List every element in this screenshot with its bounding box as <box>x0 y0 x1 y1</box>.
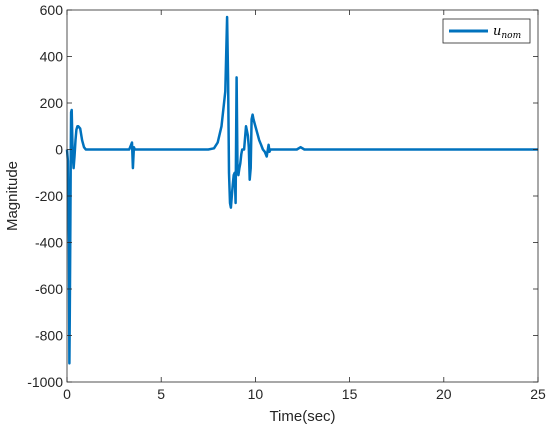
y-tick-label: 400 <box>40 49 64 65</box>
y-tick-label: -200 <box>35 188 63 204</box>
x-tick-label: 20 <box>436 386 452 402</box>
x-tick-label: 0 <box>63 386 71 402</box>
plot-area <box>67 10 538 382</box>
y-tick-label: -1000 <box>27 374 63 390</box>
x-axis-label: Time(sec) <box>269 408 335 425</box>
x-tick-label: 25 <box>530 386 546 402</box>
ticks-layer: 0 5 10 15 20 25 -1000 -800 -600 -400 -200 0 200 400 60… <box>27 2 546 402</box>
series-line-0 <box>65 15 538 365</box>
legend: unom <box>442 18 531 44</box>
y-tick-label: -800 <box>35 328 63 344</box>
y-tick-label: 600 <box>40 2 64 18</box>
x-tick-label: 15 <box>342 386 358 402</box>
y-axis-label: Magnitude <box>4 161 21 231</box>
y-tick-label: -400 <box>35 235 63 251</box>
x-tick-label: 5 <box>157 386 165 402</box>
y-tick-label: 0 <box>55 142 63 158</box>
legend-entry-label: unom <box>493 24 521 41</box>
y-tick-label: 200 <box>40 95 64 111</box>
legend-entry-subscript: nom <box>501 31 521 41</box>
y-tick-label: -600 <box>35 281 63 297</box>
series-layer <box>65 15 538 365</box>
legend-entry-base: u <box>493 24 501 39</box>
x-tick-label: 10 <box>248 386 264 402</box>
